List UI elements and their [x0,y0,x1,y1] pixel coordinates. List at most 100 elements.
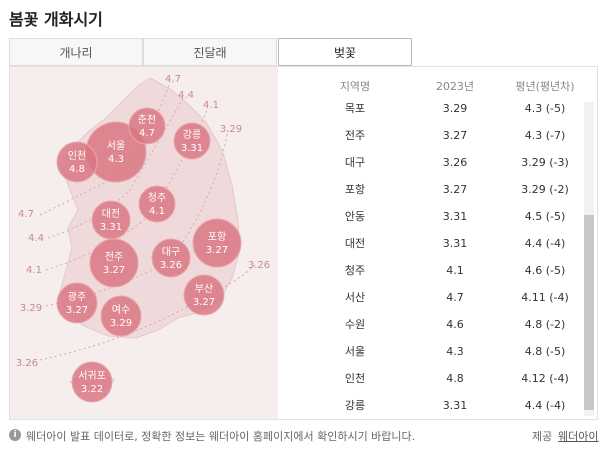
table-cell: 대전 [344,237,366,250]
table-cell: 4.4 (-4) [524,237,566,250]
city-name: 서귀포 [78,370,106,382]
table-cell: 4.6 [446,318,464,331]
table-row: 수원 4.6 4.8 (-2) [296,315,580,335]
city-value: 3.27 [206,245,228,256]
footer-note: 웨더아이 발표 데이터로, 정확한 정보는 웨더아이 홈페이지에서 확인하시기 … [26,430,416,443]
contour-label: 4.7 [165,74,181,85]
table-cell: 4.3 [446,345,464,358]
table-cell: 4.4 (-4) [524,399,566,412]
table-body: 목포 3.29 4.3 (-5) 전주 3.27 4.3 (-7) 대구 3.26 3.29 (… [296,103,580,416]
city-bubble [89,238,139,288]
table-cell: 3.29 [442,103,468,115]
table-cell: 3.31 [442,210,468,223]
city-bubble [151,238,191,278]
city-name: 전주 [105,251,123,263]
table-cell: 서산 [344,291,366,304]
panel [9,66,598,420]
table-cell: 3.29 (-2) [521,183,569,196]
table-row: 목포 3.29 4.3 (-5) [296,103,580,119]
city-name: 부산 [195,283,213,295]
table-cell: 4.7 [446,291,464,304]
table-row: 서울 4.3 4.8 (-5) [296,342,580,362]
city-bubble [173,122,211,160]
tab[interactable]: 진달래 [143,38,277,66]
city-bubble [91,200,131,240]
table-row: 청주 4.1 4.6 (-5) [296,261,580,281]
city-value: 3.27 [193,297,215,308]
contour-label: 4.1 [26,265,42,276]
table-cell: 목포 [344,103,366,115]
tab-selected[interactable]: 벚꽃 [278,38,412,66]
city-value: 4.1 [149,206,165,217]
city-bubble [192,218,242,268]
column-header: 평년(평년차) [515,80,575,93]
contour-label: 3.26 [248,260,270,271]
table-cell: 4.8 (-2) [524,318,566,331]
table-cell: 수원 [344,318,366,331]
table-cell: 3.27 [442,183,468,196]
city-value: 3.26 [160,260,182,271]
contour-label: 4.7 [18,209,34,220]
contour-label: 3.26 [16,358,38,369]
table-cell: 4.5 (-5) [524,210,566,223]
city-name: 강릉 [183,129,201,141]
table-cell: 안동 [344,210,366,223]
city-value: 3.27 [103,265,125,276]
table-cell: 3.29 (-3) [521,156,569,169]
city-bubble [183,274,225,316]
table-row: 포항 3.27 3.29 (-2) [296,180,580,200]
city-value: 3.27 [66,305,88,316]
table-cell: 3.31 [442,237,468,250]
table-row: 서산 4.7 4.11 (-4) [296,288,580,308]
map: 4.7 4.4 4.1 3.29 4.7 4.4 4.1 3.29 3.26 3.26 서울 4.3… [10,67,278,419]
city-name: 대구 [162,246,180,258]
city-name: 광주 [68,291,86,303]
table-cell: 3.31 [442,399,468,412]
tab[interactable]: 개나리 [9,38,143,66]
source-label: 제공 [532,430,553,443]
column-header: 2023년 [435,80,475,93]
city-name: 춘천 [138,114,156,126]
scrollbar-thumb[interactable] [584,215,594,410]
table-row: 대구 3.26 3.29 (-3) [296,153,580,173]
contour-label: 3.29 [20,303,42,314]
table-cell: 4.1 [446,264,464,277]
source-link[interactable]: 웨더아이 [558,430,599,443]
table-cell: 4.11 (-4) [521,291,569,304]
table-cell: 4.3 (-5) [524,103,566,115]
table-cell: 3.27 [442,129,468,142]
city-value: 4.3 [108,154,124,165]
table-cell: 서울 [344,345,366,358]
city-name: 서울 [107,140,125,152]
city-bubble [56,282,98,324]
table-cell: 3.26 [442,156,468,169]
column-header: 지역명 [339,80,371,93]
table-row: 대전 3.31 4.4 (-4) [296,234,580,254]
table-cell: 전주 [344,129,366,142]
contour-label: 4.1 [203,100,219,111]
city-name: 인천 [68,150,86,162]
title: 봄꽃 개화시기 [9,10,103,29]
city-value: 4.8 [69,164,85,175]
contour-label: 4.4 [178,90,194,101]
contour-label: 4.4 [28,233,44,244]
table-cell: 4.6 (-5) [524,264,566,277]
city-name: 포항 [208,231,226,243]
city-bubble [56,141,98,183]
city-value: 3.31 [100,222,122,233]
table-cell: 대구 [344,156,366,169]
city-value: 3.22 [81,384,103,395]
city-bubble [100,295,142,337]
table-row: 강릉 3.31 4.4 (-4) [296,396,580,416]
city-bubble [138,185,176,223]
city-value: 3.29 [110,318,132,329]
city-name: 여수 [112,304,130,316]
table-row: 안동 3.31 4.5 (-5) [296,207,580,227]
table-cell: 4.8 (-5) [524,345,566,358]
city-value: 4.7 [139,128,155,139]
table-cell: 4.12 (-4) [521,372,569,385]
info-icon: i [9,429,21,441]
table-cell: 포항 [344,183,366,196]
city-bubble [128,107,166,145]
